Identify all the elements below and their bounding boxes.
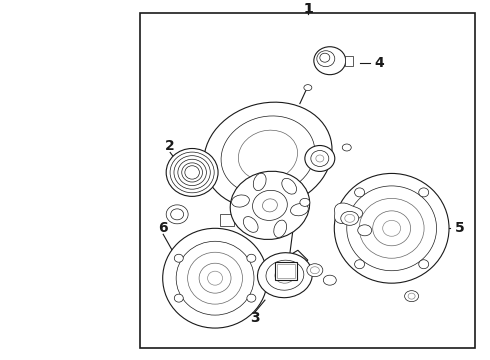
Ellipse shape [174, 254, 183, 262]
Ellipse shape [317, 51, 335, 67]
Ellipse shape [419, 260, 429, 269]
Ellipse shape [311, 150, 329, 166]
Ellipse shape [204, 102, 332, 209]
Ellipse shape [307, 264, 323, 277]
Ellipse shape [355, 188, 365, 197]
Text: 3: 3 [250, 311, 260, 325]
Ellipse shape [282, 178, 296, 194]
Ellipse shape [316, 155, 324, 162]
Bar [275, 262, 297, 280]
Ellipse shape [247, 254, 256, 262]
Ellipse shape [291, 204, 308, 216]
Text: 1: 1 [303, 2, 313, 16]
Ellipse shape [166, 205, 188, 224]
Ellipse shape [359, 198, 424, 258]
Ellipse shape [373, 211, 411, 246]
Text: 1: 1 [303, 2, 313, 16]
Ellipse shape [178, 159, 206, 186]
Text: 2: 2 [165, 139, 175, 153]
Ellipse shape [343, 144, 351, 151]
Ellipse shape [232, 195, 249, 207]
Ellipse shape [185, 166, 199, 179]
Ellipse shape [170, 152, 214, 193]
Ellipse shape [275, 267, 295, 283]
Ellipse shape [221, 116, 315, 195]
Ellipse shape [355, 260, 365, 269]
Ellipse shape [230, 171, 310, 239]
Ellipse shape [383, 220, 401, 236]
Bar [277, 264, 295, 278]
Ellipse shape [247, 294, 256, 302]
Ellipse shape [304, 85, 312, 91]
Ellipse shape [174, 294, 183, 302]
Ellipse shape [274, 220, 287, 238]
Ellipse shape [258, 253, 312, 298]
Polygon shape [335, 203, 363, 224]
Ellipse shape [253, 173, 266, 190]
Ellipse shape [263, 199, 277, 212]
Ellipse shape [347, 186, 437, 271]
Text: 5: 5 [455, 221, 464, 235]
Ellipse shape [334, 174, 449, 283]
Text: 4: 4 [375, 56, 385, 70]
Bar [220, 214, 234, 226]
Ellipse shape [266, 260, 304, 290]
Ellipse shape [405, 291, 418, 302]
Bar [140, 13, 475, 348]
Ellipse shape [314, 47, 346, 75]
Polygon shape [293, 250, 308, 263]
Ellipse shape [323, 275, 336, 285]
Ellipse shape [300, 198, 310, 206]
Ellipse shape [320, 53, 330, 62]
Ellipse shape [163, 228, 268, 328]
Ellipse shape [166, 148, 218, 197]
Ellipse shape [310, 267, 319, 274]
Ellipse shape [305, 145, 335, 171]
Ellipse shape [208, 271, 222, 285]
Ellipse shape [419, 188, 429, 197]
Text: 6: 6 [158, 221, 168, 235]
Ellipse shape [358, 225, 372, 236]
Ellipse shape [171, 209, 184, 220]
Ellipse shape [199, 263, 231, 293]
Ellipse shape [182, 163, 202, 182]
Ellipse shape [252, 190, 287, 220]
Bar [345, 56, 353, 66]
Ellipse shape [345, 214, 355, 222]
Ellipse shape [244, 217, 258, 232]
Ellipse shape [174, 156, 210, 189]
Ellipse shape [188, 252, 243, 304]
Ellipse shape [341, 211, 359, 225]
Ellipse shape [408, 293, 415, 299]
Ellipse shape [238, 130, 297, 181]
Ellipse shape [176, 241, 254, 315]
